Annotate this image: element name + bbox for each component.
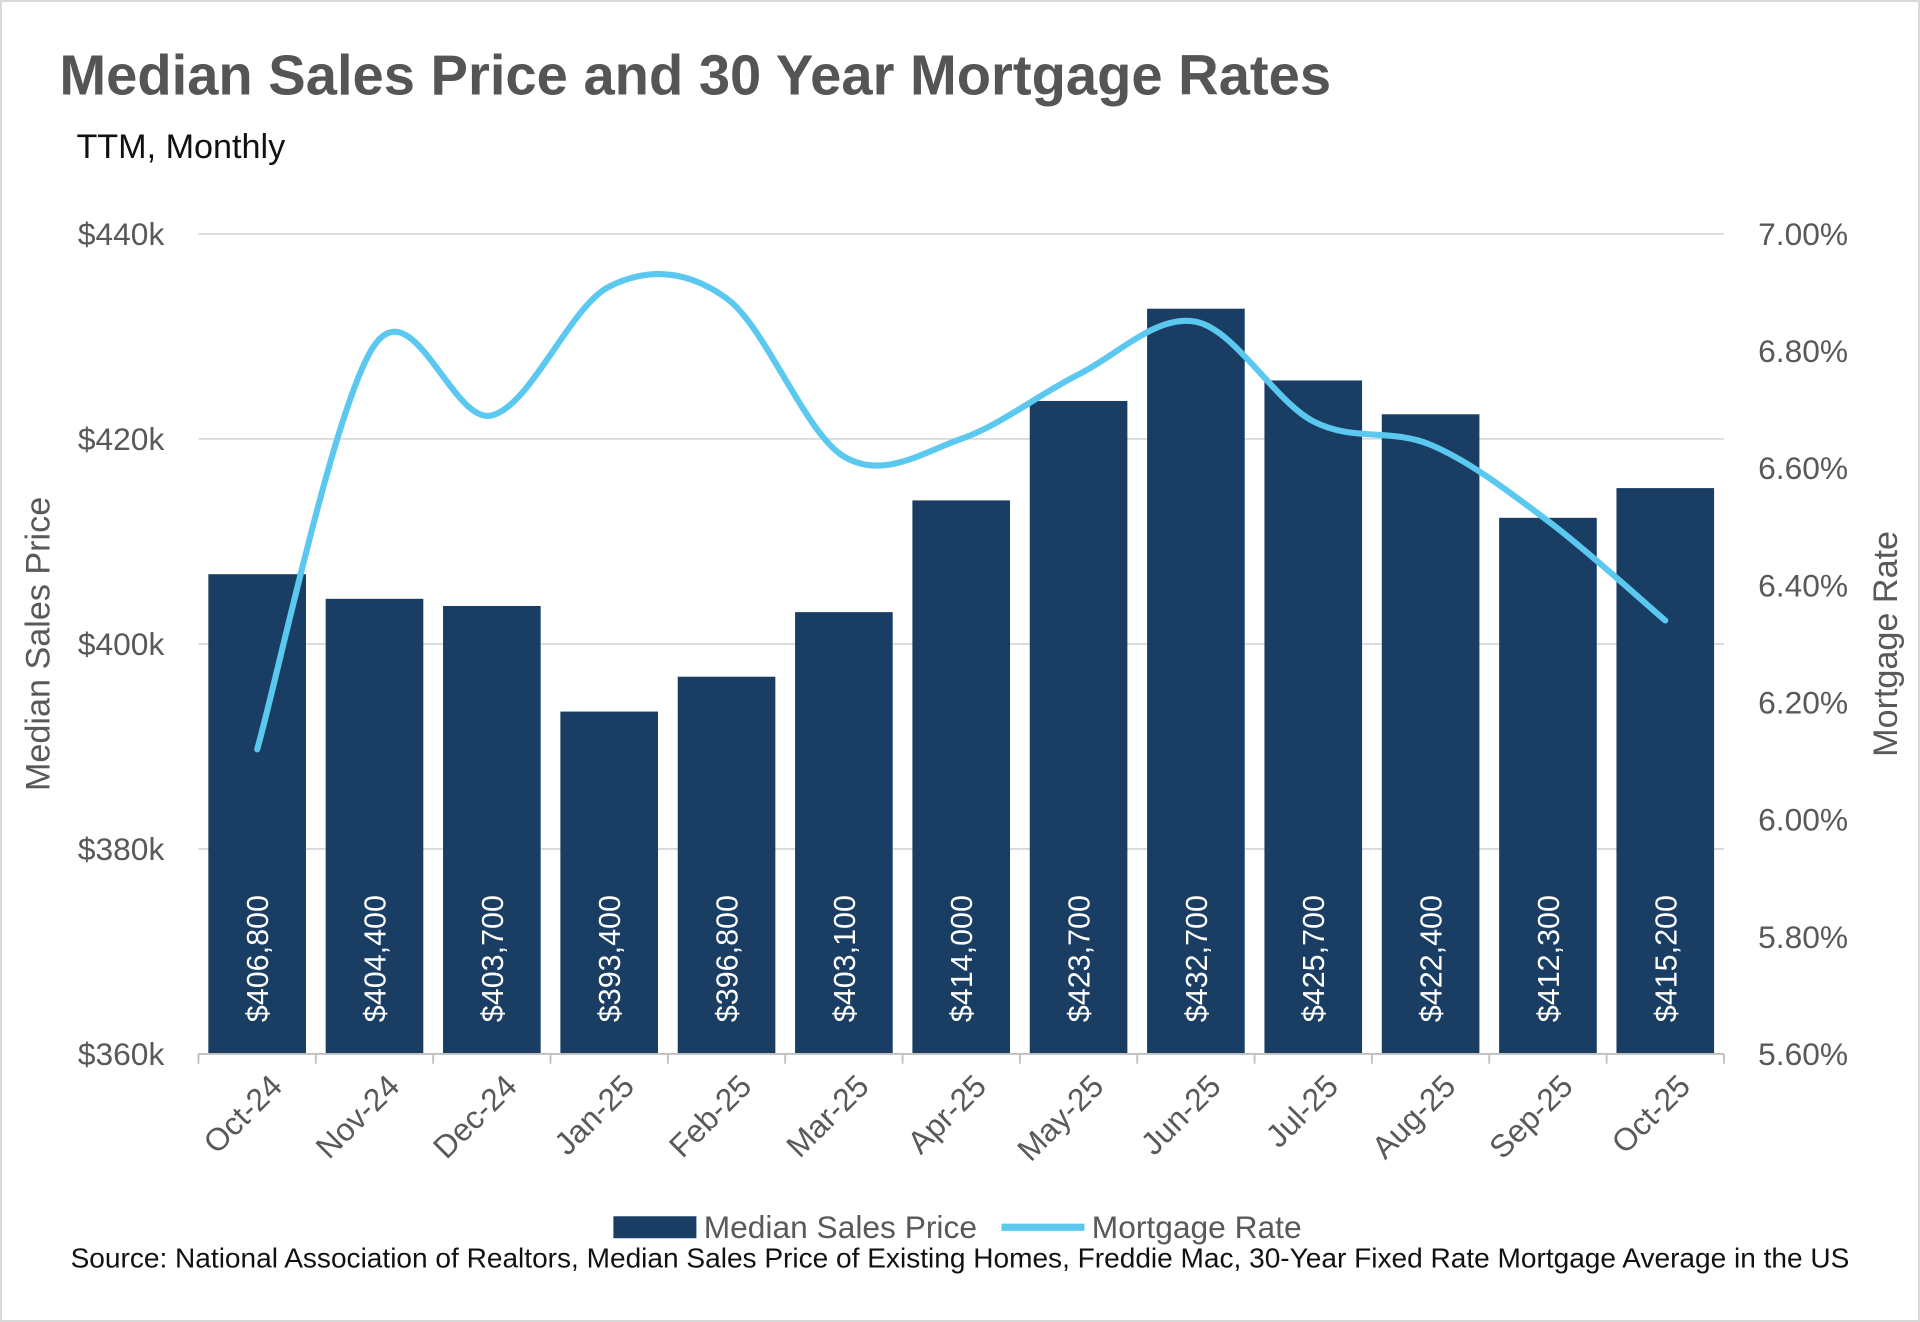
y-tick-right: 6.60% [1758,450,1848,486]
bar [325,598,424,1054]
bar [677,676,776,1054]
bar [912,500,1011,1054]
bar-data-label: $403,100 [828,895,862,1022]
y-tick-right: 5.60% [1758,1036,1848,1072]
bar [443,605,541,1054]
bar [1264,380,1363,1054]
bar-data-label: $415,200 [1649,895,1683,1022]
y-tick-right: 6.40% [1758,567,1848,603]
source-note: Source: National Association of Realtors… [71,1243,1850,1274]
x-tick-label: Feb-25 [662,1068,759,1165]
y-tick-right: 6.20% [1758,684,1848,720]
y-tick-left: $360k [78,1036,165,1072]
x-tick-label: Aug-25 [1365,1068,1463,1166]
y-tick-right: 5.80% [1758,919,1848,955]
y-tick-left: $420k [78,421,165,457]
bar-data-label: $425,700 [1297,895,1331,1022]
bar [1029,400,1128,1054]
legend: Median Sales Price Mortgage Rate [613,1209,1302,1245]
y-tick-right: 6.00% [1758,802,1848,838]
x-tick-label: Oct-25 [1604,1068,1697,1161]
y-axis-left-label: Median Sales Price [20,497,58,791]
bar-data-label: $393,400 [593,895,627,1022]
bar [560,711,659,1054]
y-tick-left: $400k [78,626,165,662]
mortgage-rate-line [254,271,1669,753]
bar-data-label: $412,300 [1532,895,1566,1022]
x-tick-label: Mar-25 [779,1068,875,1164]
legend-swatch-bar [613,1216,697,1239]
bar-data-label: $396,800 [711,895,745,1022]
bar-data-label: $404,400 [358,895,392,1022]
bar [1499,517,1597,1054]
y-tick-right: 7.00% [1758,216,1848,252]
y-tick-left: $440k [78,216,165,252]
x-tick-label: Oct-24 [196,1068,289,1161]
x-tick-label: Apr-25 [900,1068,993,1161]
legend-label-bar: Median Sales Price [704,1209,977,1245]
bar [208,574,306,1054]
x-tick-label: May-25 [1010,1068,1110,1168]
x-tick-label: Jun-25 [1134,1068,1228,1162]
bar [1616,488,1715,1054]
x-tick-label: Sep-25 [1482,1068,1580,1166]
chart-subtitle: TTM, Monthly [76,128,286,166]
y-tick-left: $380k [78,831,165,867]
bar-data-label: $406,800 [241,895,275,1022]
x-tick-label: Dec-24 [426,1068,524,1166]
bar-data-label: $423,700 [1063,895,1097,1022]
bars: $406,800 $404,400 $403,700 $393,400 $396,800… [208,308,1715,1054]
bar-data-label: $403,700 [476,895,510,1022]
y-tick-right: 6.80% [1758,333,1848,369]
bar [795,612,893,1054]
x-tick-label: Jul-25 [1259,1068,1346,1155]
x-tick-label: Jan-25 [547,1068,641,1162]
legend-label-line: Mortgage Rate [1092,1209,1302,1245]
chart-title: Median Sales Price and 30 Year Mortgage … [59,44,1331,107]
bar-data-label: $414,000 [945,895,979,1022]
x-tick-label: Nov-24 [309,1068,407,1166]
bar-data-label: $432,700 [1180,895,1214,1022]
bar [1381,414,1480,1054]
y-axis-right-label: Mortgage Rate [1867,531,1905,757]
bar [1147,308,1245,1054]
bar-data-label: $422,400 [1415,895,1449,1022]
